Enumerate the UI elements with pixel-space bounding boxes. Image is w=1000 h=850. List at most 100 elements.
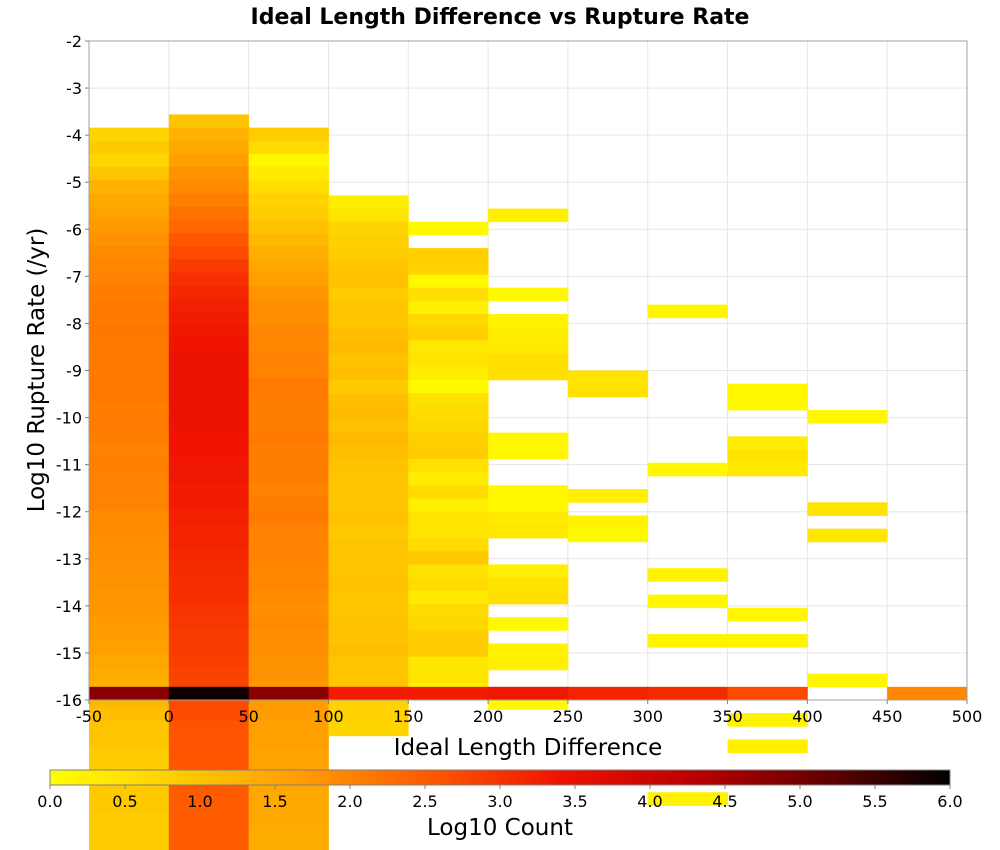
heatmap-cell: [168, 786, 250, 801]
heatmap-cell: [89, 786, 170, 801]
heatmap-cell: [89, 206, 170, 221]
heatmap-cell: [89, 391, 170, 405]
heatmap-cell: [248, 233, 329, 247]
heatmap-cell: [248, 351, 329, 366]
heatmap-cell: [89, 812, 170, 827]
x-tick-label: 200: [473, 707, 504, 726]
heatmap-cell: [887, 686, 968, 701]
heatmap-cell: [248, 628, 329, 643]
colorbar: [49, 769, 951, 786]
heatmap-cell: [408, 366, 489, 381]
heatmap-cell: [89, 720, 170, 735]
heatmap-cell: [248, 338, 329, 353]
heatmap-cell: [408, 314, 489, 328]
heatmap-cell: [89, 259, 170, 273]
heatmap-cell: [248, 206, 329, 221]
heatmap-cell: [248, 839, 329, 850]
heatmap-cell: [248, 219, 329, 234]
heatmap-cell: [488, 353, 569, 368]
heatmap-cell: [168, 246, 250, 260]
heatmap-cell: [89, 483, 170, 498]
heatmap-cell: [168, 667, 250, 682]
heatmap-cell-bottom: [89, 686, 170, 700]
heatmap-cell: [488, 485, 569, 499]
heatmap-cell: [168, 338, 250, 353]
heatmap-cell: [168, 483, 250, 498]
heatmap-cell: [89, 430, 170, 445]
heatmap-cell: [89, 641, 170, 656]
heatmap-cell: [408, 498, 489, 513]
heatmap-cell: [408, 643, 489, 658]
heatmap-cell: [328, 353, 409, 368]
heatmap-cell: [168, 826, 250, 840]
heatmap-cell: [328, 248, 409, 262]
heatmap-cell: [89, 167, 170, 181]
heatmap-cell: [89, 417, 170, 432]
y-tick-label: -8: [66, 314, 82, 333]
heatmap-cell: [408, 524, 489, 539]
colorbar-tick-label: 4.5: [712, 792, 737, 811]
heatmap-cell: [168, 180, 250, 194]
heatmap-cell: [408, 551, 489, 565]
heatmap-cell: [248, 720, 329, 735]
heatmap-cell: [328, 419, 409, 434]
x-axis-label: Ideal Length Difference: [394, 735, 663, 761]
heatmap-cell: [168, 127, 250, 142]
heatmap-cell: [248, 325, 329, 339]
heatmap-cell: [727, 383, 808, 398]
heatmap-cell: [408, 630, 489, 644]
heatmap-cell: [248, 549, 329, 563]
heatmap-cell: [248, 404, 329, 418]
heatmap-cell-bottom: [168, 686, 250, 700]
heatmap-cell: [408, 393, 489, 407]
heatmap-cell: [168, 153, 250, 168]
heatmap-cell: [168, 140, 250, 155]
heatmap-cell: [89, 404, 170, 418]
heatmap-cell: [567, 515, 649, 530]
heatmap-cell: [168, 523, 250, 537]
heatmap-cell: [328, 472, 409, 486]
heatmap-cell: [168, 430, 250, 445]
heatmap-cell: [408, 577, 489, 592]
colorbar-tick-label: 2.0: [337, 792, 362, 811]
heatmap-cell: [408, 669, 489, 684]
heatmap-cell: [488, 524, 569, 539]
heatmap-cell: [328, 406, 409, 420]
heatmap-cell: [248, 180, 329, 194]
heatmap-cell: [168, 272, 250, 287]
heatmap-cell: [408, 340, 489, 354]
x-tick-label: 400: [792, 707, 823, 726]
heatmap-cell: [408, 458, 489, 473]
heatmap-cell: [89, 364, 170, 379]
heatmap-cell: [567, 383, 649, 398]
heatmap-cell: [647, 792, 728, 806]
x-tick-label: 350: [712, 707, 743, 726]
heatmap-cell: [328, 445, 409, 460]
heatmap-cell: [168, 325, 250, 339]
heatmap-cell: [408, 406, 489, 420]
heatmap-cell: [328, 221, 409, 236]
heatmap-cell: [567, 489, 649, 503]
heatmap-cell: [248, 747, 329, 761]
heatmap-cell: [328, 643, 409, 658]
x-tick-label: 500: [952, 707, 983, 726]
heatmap-cell: [328, 656, 409, 671]
heatmap-cell: [89, 312, 170, 326]
colorbar-tick-label: 1.5: [262, 792, 287, 811]
heatmap-cell: [328, 366, 409, 381]
heatmap-cell: [89, 272, 170, 287]
heatmap-cell: [647, 634, 728, 648]
heatmap-cell: [89, 180, 170, 194]
heatmap-cell: [647, 304, 728, 319]
heatmap-cell: [168, 509, 250, 524]
heatmap-cell: [168, 720, 250, 735]
heatmap-cell: [89, 193, 170, 208]
heatmap-cell: [168, 391, 250, 405]
heatmap-cell: [248, 707, 329, 722]
heatmap-cell: [807, 502, 888, 516]
heatmap-cell: [168, 747, 250, 761]
colorbar-ticks: 0.0 0.5 1.0 1.5 2.0 2.5 3.0 3.5 4.0 4.5 5.0 5.5 6.0: [37, 785, 963, 811]
heatmap-cell: [248, 588, 329, 603]
heatmap-cell: [89, 140, 170, 155]
heatmap-cell: [727, 739, 808, 754]
